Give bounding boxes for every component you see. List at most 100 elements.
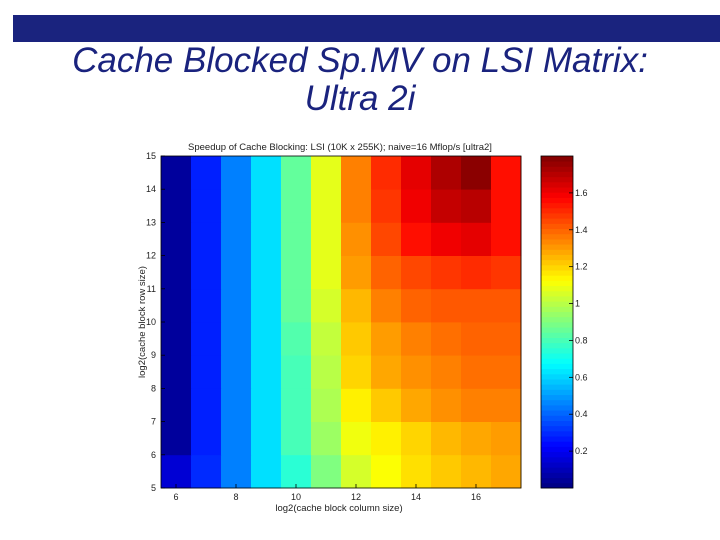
colorbar-segment: [541, 213, 573, 219]
colorbar-segment: [541, 373, 573, 380]
heatmap-cell: [311, 322, 342, 356]
heatmap-cell: [341, 388, 372, 422]
colorbar-segment: [541, 420, 573, 427]
heatmap-cell: [491, 355, 522, 389]
heatmap-cell: [191, 388, 222, 422]
heatmap-cell: [311, 355, 342, 389]
colorbar-segment: [541, 306, 573, 313]
heatmap-cell: [221, 322, 252, 356]
colorbar-segment: [541, 394, 573, 401]
heatmap-cell: [341, 222, 372, 256]
heatmap-cell: [161, 255, 192, 290]
colorbar: [541, 156, 573, 489]
colorbar-segment: [541, 270, 573, 276]
heatmap-cell: [401, 454, 432, 489]
heatmap-cell: [311, 454, 342, 489]
y-tick-label: 14: [146, 184, 156, 194]
heatmap-cell: [281, 322, 312, 356]
heatmap-cell: [311, 421, 342, 456]
heatmap-cell: [341, 156, 372, 190]
colorbar-segment: [541, 456, 573, 463]
colorbar-tick-label: 1: [575, 299, 580, 309]
colorbar-segment: [541, 166, 573, 172]
heatmap-cell: [431, 222, 462, 256]
colorbar-segment: [541, 259, 573, 266]
heatmap-cell: [281, 421, 312, 456]
colorbar-segment: [541, 181, 573, 188]
heatmap-cell: [281, 255, 312, 290]
heatmap-cell: [491, 421, 522, 456]
heatmap-cell: [191, 421, 222, 456]
y-tick-label: 10: [146, 317, 156, 327]
x-tick-label: 14: [411, 492, 421, 502]
colorbar-segment: [541, 353, 573, 359]
heatmap-cell: [341, 322, 372, 356]
colorbar-segment: [541, 451, 573, 458]
heatmap-cell: [401, 288, 432, 323]
y-tick-label: 9: [151, 350, 156, 360]
heatmap-cell: [311, 189, 342, 223]
colorbar-segment: [541, 316, 573, 323]
heatmap-cell: [491, 388, 522, 422]
heatmap-cell: [461, 421, 492, 456]
y-axis-ticks: 5 6 7 8 9 10 11 12 13 14 15: [146, 151, 165, 493]
heatmap-cell: [431, 156, 462, 190]
heatmap-cell: [251, 189, 282, 223]
colorbar-segment: [541, 207, 573, 214]
colorbar-frame: [540, 155, 574, 489]
colorbar-segment: [541, 441, 573, 447]
heatmap-cell: [251, 322, 282, 356]
heatmap-cell: [281, 454, 312, 489]
heatmap-cell: [401, 156, 432, 190]
colorbar-segment: [541, 218, 573, 224]
heatmap-cell: [401, 222, 432, 256]
heatmap-cell: [221, 255, 252, 290]
colorbar-segment: [541, 410, 573, 416]
heatmap-cell: [461, 288, 492, 323]
colorbar-segment: [541, 363, 573, 370]
heatmap-cell: [341, 255, 372, 290]
heatmap-cell: [221, 454, 252, 489]
heatmap-cell: [281, 222, 312, 256]
heatmap-cell: [311, 288, 342, 323]
heatmap-cell: [221, 355, 252, 389]
heatmap-cell: [461, 355, 492, 389]
colorbar-segment: [541, 161, 573, 167]
colorbar-segment: [541, 233, 573, 240]
colorbar-segment: [541, 228, 573, 235]
heatmap-cell: [251, 454, 282, 489]
heatmap-cell: [251, 288, 282, 323]
heatmap-cell: [491, 156, 522, 190]
chart-title: Speedup of Cache Blocking: LSI (10K x 25…: [188, 142, 492, 153]
heatmap-cell: [221, 388, 252, 422]
heatmap-cell: [221, 156, 252, 190]
heatmap-cell: [221, 288, 252, 323]
y-tick-label: 12: [146, 251, 156, 261]
heatmap-cell: [371, 388, 402, 422]
heatmap-cell: [161, 156, 192, 190]
heatmap-cell: [251, 222, 282, 256]
heatmap-cell: [191, 156, 222, 190]
colorbar-segment: [541, 171, 573, 178]
heatmap-cell: [491, 322, 522, 356]
colorbar-segment: [541, 384, 573, 390]
heatmap-cell: [431, 288, 462, 323]
colorbar-segment: [541, 156, 573, 162]
heatmap-cell: [221, 421, 252, 456]
heatmap-cell: [491, 288, 522, 323]
heatmap-cell: [371, 189, 402, 223]
colorbar-segment: [541, 446, 573, 453]
heatmap-cell: [461, 322, 492, 356]
heatmap-cell: [401, 388, 432, 422]
colorbar-segment: [541, 472, 573, 479]
colorbar-tick-label: 0.6: [575, 372, 588, 382]
slide-title-line-1: Cache Blocked Sp.MV on LSI Matrix:: [72, 41, 648, 80]
y-tick-label: 5: [151, 483, 156, 493]
colorbar-ticks: 0.2 0.4 0.6 0.8 1 1.2 1.4 1.6: [569, 188, 588, 456]
heatmap-cell: [371, 222, 402, 256]
heatmap-cell: [281, 288, 312, 323]
heatmap-cell: [191, 322, 222, 356]
heatmap-cell: [341, 454, 372, 489]
x-axis-ticks: 6 8 10 12 14 16: [173, 484, 481, 502]
